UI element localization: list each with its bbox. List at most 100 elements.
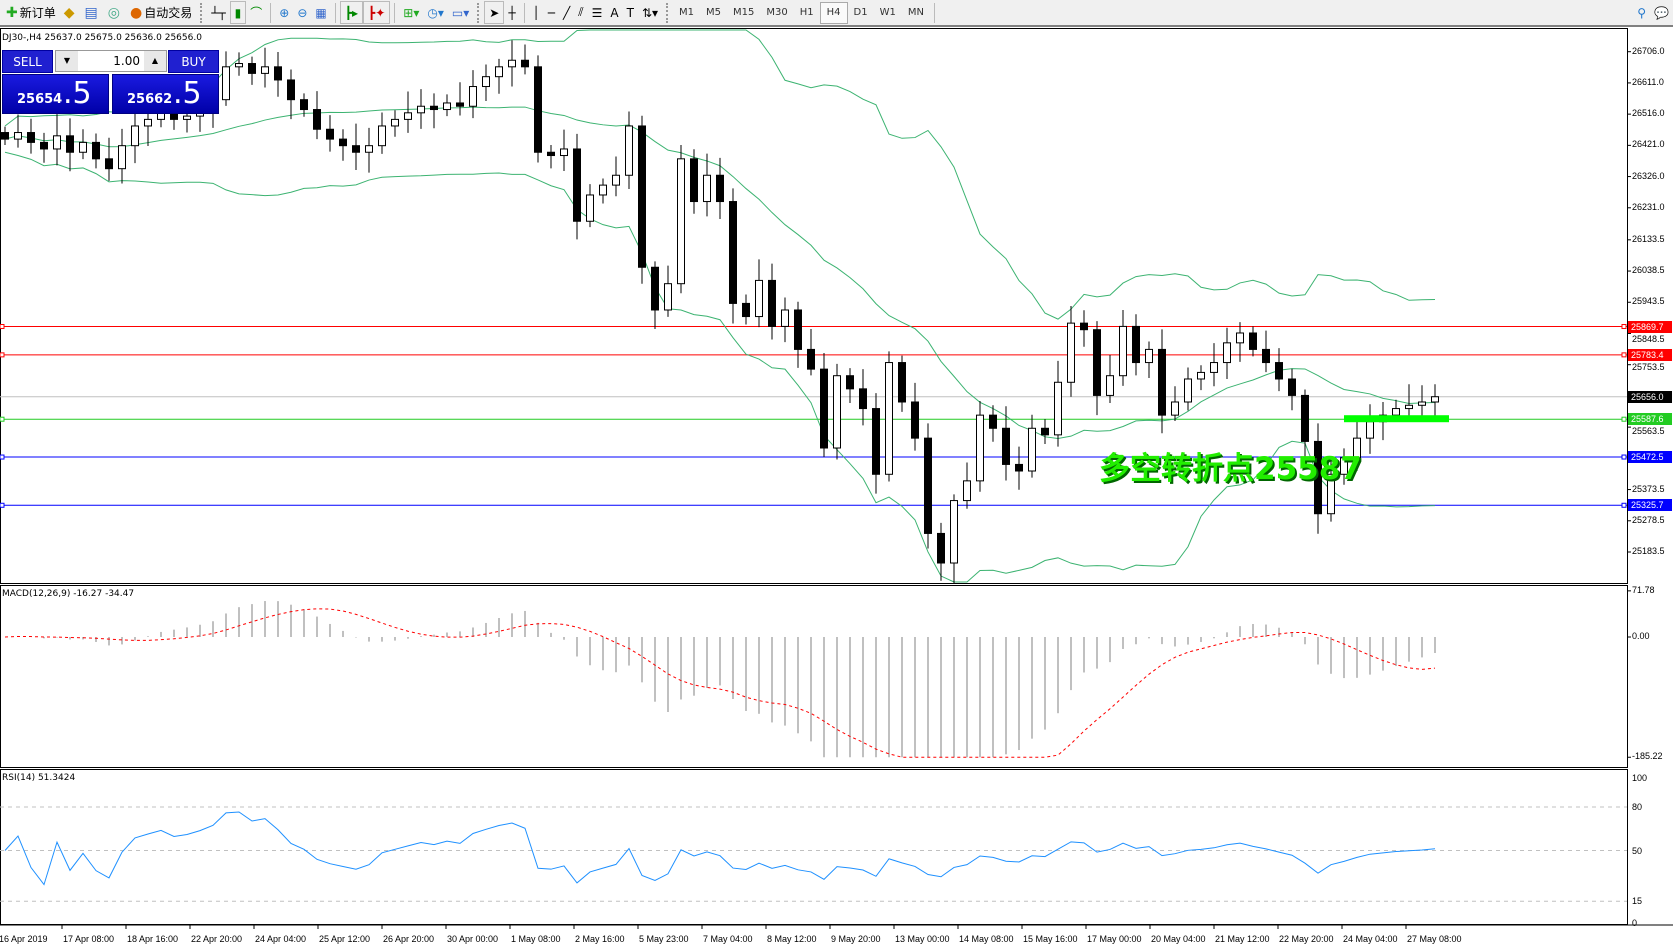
price-tick-label: 26706.0	[1632, 45, 1665, 56]
chat-button[interactable]: 💬	[1650, 1, 1673, 24]
price-tick-label: 26133.5	[1632, 233, 1665, 244]
arrows-button[interactable]: ⇅▾	[638, 1, 662, 24]
navigator-button[interactable]: ▤	[81, 1, 104, 24]
auto-trading-label: 自动交易	[144, 6, 193, 20]
lot-decrease-button[interactable]: ▼	[56, 51, 78, 71]
candle-body	[1262, 348, 1270, 364]
line-chart-button[interactable]: ⌒	[246, 1, 266, 24]
tile-windows-button[interactable]: ▦	[311, 1, 330, 24]
time-label: 16 Apr 2019	[0, 934, 48, 944]
lot-increase-button[interactable]: ▲	[144, 51, 166, 71]
chart-header: DJ30-,H4 25637.0 25675.0 25636.0 25656.0	[2, 33, 202, 43]
toolbar: ✚ 新订单 ◆ ▤ ◎ ● 自动交易 ┴┬ ▮ ⌒ ⊕ ⊖ ▦ ┣▸ ┣✦ ⊞▾ ◷…	[0, 0, 1673, 27]
lot-size-input[interactable]: 1.00	[113, 54, 140, 68]
text-label-icon: T	[626, 5, 634, 20]
price-level-tag: 25783.4	[1628, 348, 1672, 361]
buy-price-pips: .5	[173, 76, 202, 111]
candle-body	[313, 109, 321, 130]
time-label: 15 May 16:00	[1023, 934, 1078, 944]
timeframe-mn[interactable]: MN	[907, 7, 924, 18]
auto-scroll-button[interactable]: ┣▸	[339, 1, 364, 24]
candle-body	[950, 500, 958, 564]
timeframe-d1[interactable]: D1	[853, 7, 868, 18]
new-order-button[interactable]: ✚ 新订单	[2, 1, 60, 24]
timeframe-h1[interactable]: H1	[799, 7, 814, 18]
rsi-tick-label: 15	[1632, 896, 1643, 907]
timeframe-m30[interactable]: M30	[766, 7, 788, 18]
sell-button[interactable]: SELL	[2, 50, 53, 73]
macd-pane	[0, 585, 1628, 768]
market-watch-button[interactable]: ◆	[60, 1, 81, 24]
candle-body	[417, 105, 425, 114]
price-level-tag: 25587.6	[1628, 413, 1672, 426]
crosshair-button[interactable]: ┼	[504, 1, 519, 24]
signals-button[interactable]: ◎	[104, 1, 126, 24]
candlestick-button[interactable]: ▮	[229, 1, 247, 24]
channel-button[interactable]: ⫽	[574, 1, 587, 24]
candle-body	[482, 76, 490, 88]
rsi-label: RSI(14) 51.3424	[2, 773, 76, 783]
navigator-icon: ▤	[84, 4, 98, 21]
timeframe-w1[interactable]: W1	[879, 7, 896, 18]
time-label: 7 May 04:00	[703, 934, 753, 944]
periods-button[interactable]: ◷▾	[423, 1, 448, 24]
lot-size-stepper[interactable]: ▼ 1.00 ▲	[55, 50, 167, 72]
search-icon: ⚲	[1637, 5, 1647, 20]
level-handle-right	[1621, 502, 1627, 508]
macd-tick-label: 0.00	[1632, 631, 1650, 641]
auto-trading-button[interactable]: ● 自动交易	[126, 1, 196, 24]
indicators-button[interactable]: ⊞▾	[399, 1, 423, 24]
candle-body	[1158, 348, 1166, 416]
candle-body	[1041, 427, 1049, 436]
text-button[interactable]: A	[606, 1, 622, 24]
search-button[interactable]: ⚲	[1633, 1, 1650, 24]
time-label: 13 May 00:00	[895, 934, 950, 944]
fibonacci-icon: ☰	[591, 5, 603, 20]
candle-body	[1353, 437, 1361, 459]
level-handle-left	[0, 416, 5, 422]
templates-button[interactable]: ▭▾	[448, 1, 473, 24]
timeframe-h4[interactable]: H4	[819, 1, 848, 24]
candle-body	[690, 158, 698, 203]
vertical-line-button[interactable]: │	[529, 1, 544, 24]
candle-body	[92, 141, 100, 160]
horizontal-line-icon: ─	[547, 5, 556, 20]
toolbar-grip[interactable]	[200, 2, 203, 23]
candle-body	[1171, 401, 1179, 416]
timeframe-m15[interactable]: M15	[733, 7, 755, 18]
buy-price: 25662	[127, 92, 173, 107]
chart-shift-button[interactable]: ┣✦	[363, 1, 391, 24]
price-level-tag: 25656.0	[1628, 390, 1672, 403]
candle-body	[937, 532, 945, 564]
zoom-in-button[interactable]: ⊕	[275, 1, 293, 24]
timeframe-m5[interactable]: M5	[706, 7, 722, 18]
rsi-tick-label: 50	[1632, 845, 1643, 856]
candle-body	[1106, 375, 1114, 396]
buy-price-button[interactable]: 25662 .5	[112, 74, 219, 114]
bar-chart-button[interactable]: ┴┬	[207, 1, 229, 24]
candle-body	[1275, 362, 1283, 380]
buy-button[interactable]: BUY	[168, 50, 219, 73]
candle-body	[1, 132, 9, 140]
candle-body	[495, 66, 503, 78]
time-label: 2 May 16:00	[575, 934, 625, 944]
chart-area[interactable]	[0, 28, 1673, 952]
candle-body	[521, 59, 529, 68]
sell-price-button[interactable]: 25654 .5	[2, 74, 109, 114]
pivot-annotation[interactable]: 多空转折点25587	[1099, 451, 1362, 487]
timeframe-m1[interactable]: M1	[679, 7, 695, 18]
price-tick-label: 26231.0	[1632, 201, 1665, 212]
trendline-button[interactable]: ╱	[559, 1, 574, 24]
candle-body	[66, 135, 74, 153]
candle-body	[287, 79, 295, 101]
time-label: 30 Apr 00:00	[447, 934, 499, 944]
cursor-button[interactable]: ➤	[484, 1, 505, 24]
text-label-button[interactable]: T	[623, 1, 638, 24]
equidistant-channel-icon: ⫽	[578, 5, 584, 19]
zoom-out-button[interactable]: ⊖	[293, 1, 311, 24]
fibonacci-button[interactable]: ☰	[588, 1, 607, 24]
horizontal-line-button[interactable]: ─	[544, 1, 559, 24]
candle-body	[443, 102, 451, 111]
trendline-icon: ╱	[563, 5, 571, 20]
price-tick-label: 25278.5	[1632, 514, 1665, 525]
